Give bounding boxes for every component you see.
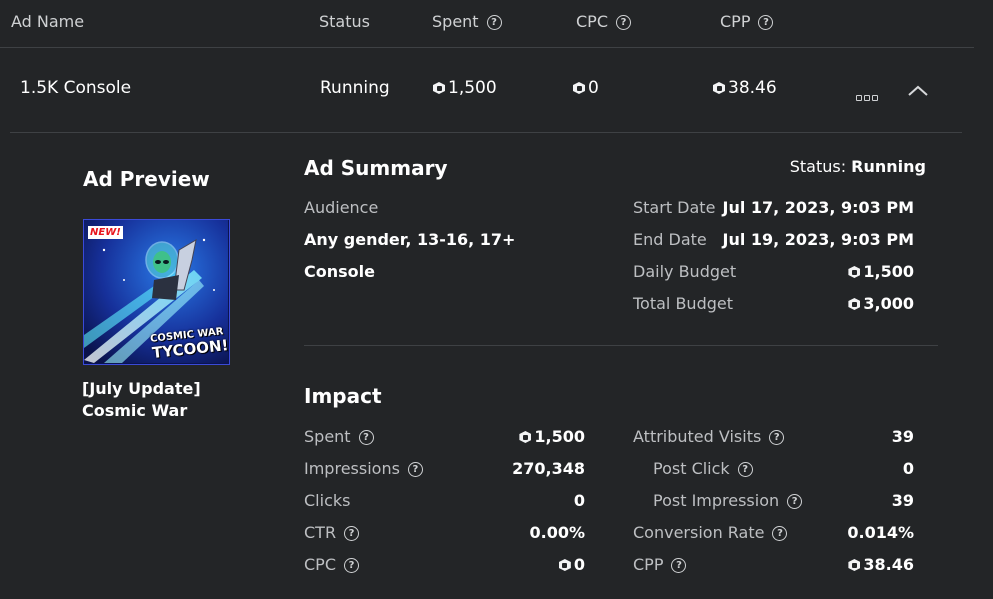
ad-preview-image[interactable]: NEW! COSMIC WAR TYCOON! — [83, 219, 230, 365]
robux-icon — [519, 431, 531, 443]
audience-value: Any gender, 13-16, 17+ — [304, 230, 516, 249]
impact-cpp-value: 38.46 — [848, 554, 914, 576]
help-icon[interactable]: ? — [737, 462, 753, 477]
ad-status: Running — [320, 78, 390, 98]
help-icon[interactable]: ? — [358, 430, 374, 445]
impact-cpp-label: CPP? — [633, 554, 687, 576]
ctr-value: 0.00% — [529, 523, 585, 542]
help-icon[interactable]: ? — [344, 558, 359, 573]
help-icon[interactable]: ? — [486, 15, 502, 30]
help-icon[interactable]: ? — [407, 462, 423, 477]
help-icon[interactable]: ? — [772, 526, 788, 541]
start-date-value: Jul 17, 2023, 9:03 PM — [722, 198, 914, 217]
help-icon[interactable]: ? — [769, 430, 785, 445]
clicks-label: Clicks — [304, 491, 351, 510]
attributed-visits-value: 39 — [891, 427, 914, 446]
more-options-icon[interactable] — [856, 86, 880, 105]
clicks-value: 0 — [573, 491, 585, 510]
ad-cpp: 38.46 — [713, 77, 777, 99]
robux-icon — [848, 266, 860, 278]
ad-spent: 1,500 — [433, 77, 497, 99]
help-icon[interactable]: ? — [787, 494, 803, 509]
row-divider — [10, 132, 962, 133]
impressions-label: Impressions? — [304, 458, 423, 480]
robux-icon — [848, 559, 860, 571]
daily-budget-label: Daily Budget — [633, 262, 737, 281]
impact-cpc-value: 0 — [559, 554, 585, 576]
help-icon[interactable]: ? — [616, 15, 631, 30]
help-icon[interactable]: ? — [344, 526, 360, 541]
end-date-value: Jul 19, 2023, 9:03 PM — [722, 230, 914, 249]
ad-preview-title: Ad Preview — [83, 167, 210, 191]
column-header-cpc[interactable]: CPC? — [576, 12, 631, 32]
preview-caption-line1: [July Update] — [82, 379, 201, 398]
header-divider — [0, 47, 974, 48]
chevron-up-icon[interactable] — [907, 82, 929, 96]
robux-icon — [848, 298, 860, 310]
total-budget-value: 3,000 — [848, 293, 914, 315]
start-date-label: Start Date — [633, 198, 716, 217]
impact-spent-label: Spent? — [304, 426, 374, 448]
column-header-ad-name[interactable]: Ad Name — [11, 12, 85, 31]
end-date-label: End Date — [633, 230, 707, 249]
total-budget-label: Total Budget — [633, 294, 733, 313]
conversion-rate-value: 0.014% — [847, 523, 914, 542]
post-click-label: Post Click? — [653, 458, 753, 480]
post-impression-value: 39 — [891, 491, 914, 510]
column-header-cpp[interactable]: CPP? — [720, 12, 774, 32]
impact-cpc-label: CPC? — [304, 554, 359, 576]
impact-spent-value: 1,500 — [519, 426, 585, 448]
new-badge: NEW! — [88, 226, 123, 239]
column-header-spent[interactable]: Spent? — [432, 12, 502, 32]
robux-icon — [713, 82, 725, 94]
device-value: Console — [304, 262, 375, 281]
ad-summary-title: Ad Summary — [304, 156, 448, 180]
ctr-label: CTR? — [304, 522, 360, 544]
audience-label: Audience — [304, 198, 379, 217]
column-header-status[interactable]: Status — [319, 12, 370, 31]
help-icon[interactable]: ? — [758, 15, 774, 30]
summary-status: Status: Running — [789, 157, 926, 176]
attributed-visits-label: Attributed Visits? — [633, 426, 785, 448]
ad-cpc: 0 — [573, 77, 599, 99]
preview-caption-line2: Cosmic War — [82, 401, 188, 420]
impact-title: Impact — [304, 384, 382, 408]
ad-name[interactable]: 1.5K Console — [20, 78, 132, 98]
help-icon[interactable]: ? — [671, 558, 687, 573]
robux-icon — [559, 559, 571, 571]
robux-icon — [573, 82, 585, 94]
impressions-value: 270,348 — [512, 459, 585, 478]
conversion-rate-label: Conversion Rate? — [633, 522, 788, 544]
summary-divider — [304, 345, 938, 346]
robux-icon — [433, 82, 445, 94]
post-impression-label: Post Impression? — [653, 490, 803, 512]
post-click-value: 0 — [902, 459, 914, 478]
daily-budget-value: 1,500 — [848, 261, 914, 283]
